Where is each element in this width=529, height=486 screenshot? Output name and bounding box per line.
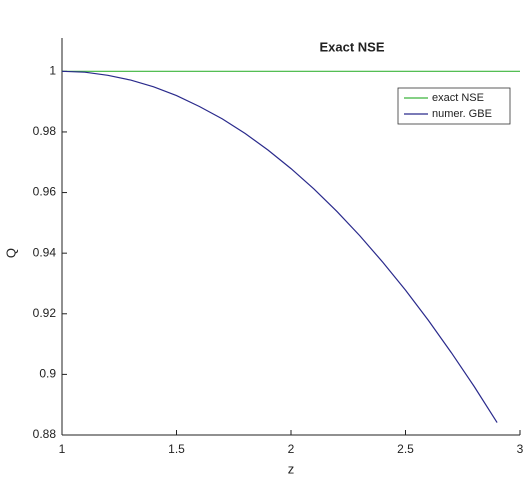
x-axis-label: z (288, 461, 295, 476)
legend-label: exact NSE (432, 92, 484, 104)
y-tick-label: 0.9 (39, 367, 56, 381)
x-tick-label: 2.5 (397, 442, 414, 456)
y-tick-label: 0.94 (33, 245, 57, 259)
legend-box (397, 87, 511, 125)
x-tick-label: 2 (288, 442, 295, 456)
legend-label: numer. GBE (432, 108, 492, 120)
x-tick-label: 1.5 (168, 442, 185, 456)
y-tick-label: 0.96 (33, 185, 57, 199)
y-axis-label: Q (3, 248, 18, 258)
y-tick-label: 1 (49, 64, 56, 78)
x-tick-label: 3 (517, 442, 524, 456)
series-line (61, 70, 498, 423)
chart-title: Exact NSE (319, 39, 384, 54)
y-tick-label: 0.88 (33, 427, 57, 441)
y-tick-label: 0.98 (33, 124, 57, 138)
x-tick-label: 1 (59, 442, 66, 456)
y-tick-label: 0.92 (33, 306, 57, 320)
